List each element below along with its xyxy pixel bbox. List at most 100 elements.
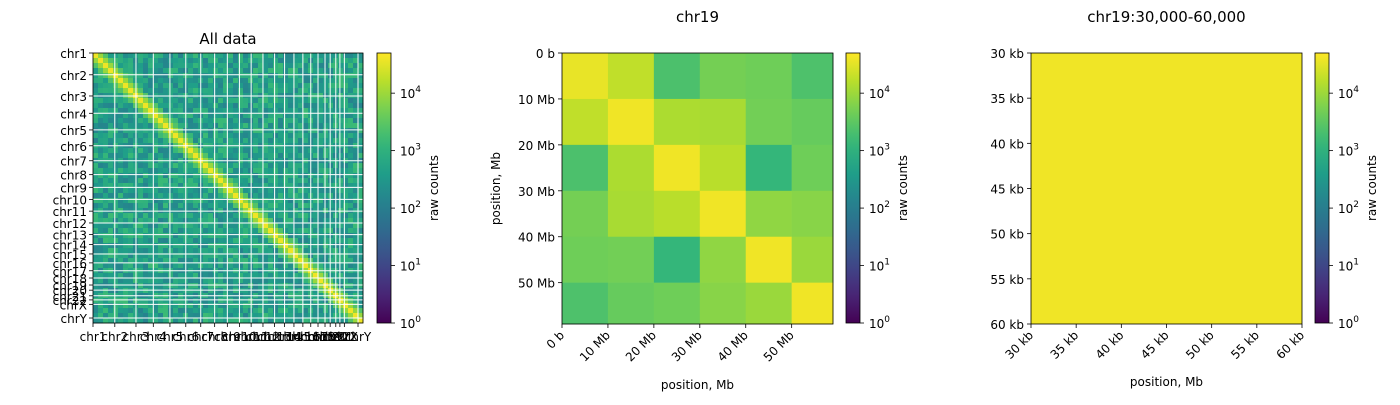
- heatmap-cell: [118, 183, 124, 189]
- heatmap-cell: [163, 213, 169, 219]
- heatmap-cell: [178, 228, 184, 234]
- heatmap-cell: [218, 138, 224, 144]
- heatmap-cell: [358, 128, 364, 134]
- heatmap-cell: [303, 228, 309, 234]
- heatmap-cell: [699, 98, 747, 146]
- heatmap-cell: [163, 113, 169, 119]
- heatmap-cell: [128, 278, 134, 284]
- heatmap-cell: [213, 183, 219, 189]
- heatmap-cell: [243, 113, 249, 119]
- heatmap-cell: [178, 118, 184, 124]
- heatmap-cell: [113, 98, 119, 104]
- heatmap-cell: [313, 173, 319, 179]
- heatmap-cell: [223, 238, 229, 244]
- heatmap-cell: [98, 298, 104, 304]
- heatmap-cell: [93, 193, 99, 199]
- heatmap-cell: [223, 198, 229, 204]
- heatmap-cell: [138, 88, 144, 94]
- heatmap-cell: [258, 198, 264, 204]
- heatmap-cell: [238, 308, 244, 314]
- heatmap-cell: [323, 163, 329, 169]
- heatmap-cell: [293, 73, 299, 79]
- heatmap-cell: [193, 103, 199, 109]
- heatmap-cell: [128, 138, 134, 144]
- heatmap-cell: [358, 138, 364, 144]
- heatmap-cell: [108, 253, 114, 259]
- heatmap-cell: [158, 283, 164, 289]
- heatmap-cell: [268, 273, 274, 279]
- heatmap-cell: [208, 138, 214, 144]
- heatmap-cell: [273, 238, 279, 244]
- heatmap-cell: [298, 243, 304, 249]
- heatmap-cell: [233, 83, 239, 89]
- heatmap-cell: [113, 263, 119, 269]
- heatmap-cell: [288, 118, 294, 124]
- heatmap-cell: [193, 188, 199, 194]
- heatmap-cell: [298, 313, 304, 319]
- heatmap-cell: [128, 83, 134, 89]
- heatmap-cell: [323, 308, 329, 314]
- heatmap-cell: [318, 233, 324, 239]
- heatmap-cell: [103, 118, 109, 124]
- heatmap-cell: [303, 103, 309, 109]
- heatmap-cell: [143, 113, 149, 119]
- heatmap-cell: [163, 83, 169, 89]
- heatmap-cell: [338, 123, 344, 129]
- heatmap-cell: [298, 123, 304, 129]
- heatmap-cell: [163, 78, 169, 84]
- heatmap-cell: [138, 203, 144, 209]
- heatmap-cell: [138, 83, 144, 89]
- heatmap-cell: [243, 153, 249, 159]
- heatmap-cell: [303, 288, 309, 294]
- heatmap-cell: [128, 273, 134, 279]
- heatmap-cell: [203, 108, 209, 114]
- heatmap-cell: [108, 198, 114, 204]
- heatmap-cell: [353, 228, 359, 234]
- y-tick-label: chr22: [53, 294, 87, 308]
- heatmap-cell: [243, 103, 249, 109]
- x-tick-label: 30 kb: [1002, 328, 1036, 362]
- heatmap-cell: [258, 123, 264, 129]
- heatmap-cell: [143, 198, 149, 204]
- heatmap-cell: [128, 183, 134, 189]
- heatmap-cell: [338, 248, 344, 254]
- heatmap-cell: [138, 153, 144, 159]
- heatmap-cell: [158, 123, 164, 129]
- heatmap-cell: [168, 308, 174, 314]
- heatmap-cell: [313, 178, 319, 184]
- heatmap-cell: [288, 168, 294, 174]
- heatmap-cell: [203, 83, 209, 89]
- heatmap-cell: [243, 223, 249, 229]
- heatmap-cell: [118, 153, 124, 159]
- heatmap-cell: [208, 223, 214, 229]
- heatmap-cell: [699, 144, 747, 192]
- heatmap-cell: [313, 133, 319, 139]
- heatmap-cell: [303, 58, 309, 64]
- heatmap-cell: [118, 278, 124, 284]
- heatmap-cell: [353, 303, 359, 309]
- heatmap-cell: [178, 263, 184, 269]
- heatmap-cell: [293, 228, 299, 234]
- heatmap-cell: [223, 228, 229, 234]
- heatmap-cell: [93, 253, 99, 259]
- heatmap-cell: [113, 108, 119, 114]
- heatmap-cell: [108, 183, 114, 189]
- heatmap-cell: [188, 308, 194, 314]
- heatmap-cell: [313, 153, 319, 159]
- heatmap-cell: [343, 203, 349, 209]
- heatmap-cell: [223, 123, 229, 129]
- heatmap-cell: [103, 168, 109, 174]
- heatmap-cell: [343, 318, 349, 324]
- heatmap-cell: [791, 98, 834, 146]
- heatmap-cell: [168, 248, 174, 254]
- heatmap-cell: [108, 203, 114, 209]
- heatmap-cell: [253, 78, 259, 84]
- heatmap-cell: [233, 73, 239, 79]
- heatmap-cell: [318, 183, 324, 189]
- heatmap-cell: [208, 243, 214, 249]
- heatmap-cell: [148, 153, 154, 159]
- heatmap-cell: [128, 218, 134, 224]
- x-tick-label: chr11: [234, 330, 268, 344]
- x-tick-label: chr9: [214, 330, 241, 344]
- heatmap-cell: [143, 193, 149, 199]
